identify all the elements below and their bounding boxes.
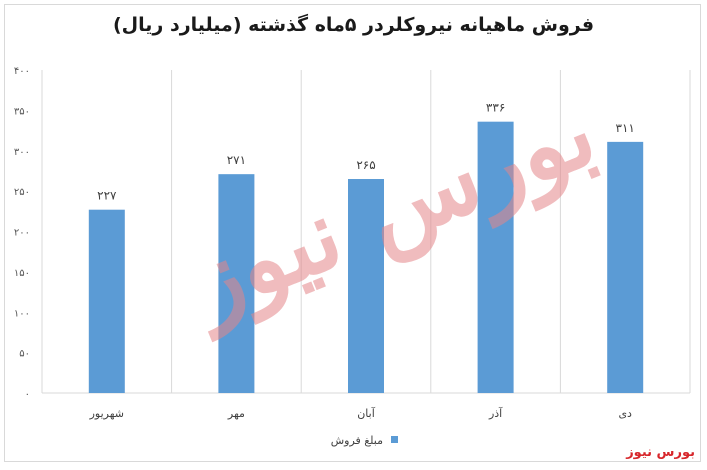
y-tick-label: ۵۰: [19, 349, 30, 360]
y-tick-label: ۲۰۰: [14, 228, 30, 239]
category-label: آبان: [357, 406, 375, 420]
y-tick-label: ۳۵۰: [14, 106, 30, 117]
data-label: ۳۳۶: [486, 101, 505, 115]
category-label: شهریور: [89, 407, 124, 420]
category-label: دی: [618, 407, 632, 420]
y-tick-label: ۱۰۰: [14, 308, 30, 319]
y-tick-label: ۳۰۰: [14, 147, 30, 158]
data-label: ۲۶۵: [356, 158, 375, 172]
y-tick-label: ۰: [25, 389, 30, 400]
y-tick-label: ۱۵۰: [14, 268, 30, 279]
bar: [218, 174, 255, 393]
category-label: آذر: [488, 406, 503, 420]
bar: [477, 121, 514, 394]
bar: [348, 179, 384, 393]
legend-label: مبلغ فروش: [331, 434, 383, 447]
data-label: ۲۲۷: [97, 189, 117, 203]
category-label: مهر: [227, 407, 245, 420]
y-tick-label: ۲۵۰: [14, 187, 30, 198]
legend-swatch: [391, 436, 398, 443]
y-tick-label: ۴۰۰: [14, 66, 30, 77]
bar: [88, 209, 125, 393]
data-label: ۲۷۱: [227, 153, 246, 167]
bar: [607, 141, 644, 393]
data-label: ۳۱۱: [616, 121, 635, 135]
brand-logo: بورس نیوز: [626, 445, 695, 460]
chart-title: فروش ماهیانه نیروکلردر ۵ماه گذشته (میلیا…: [112, 14, 595, 36]
